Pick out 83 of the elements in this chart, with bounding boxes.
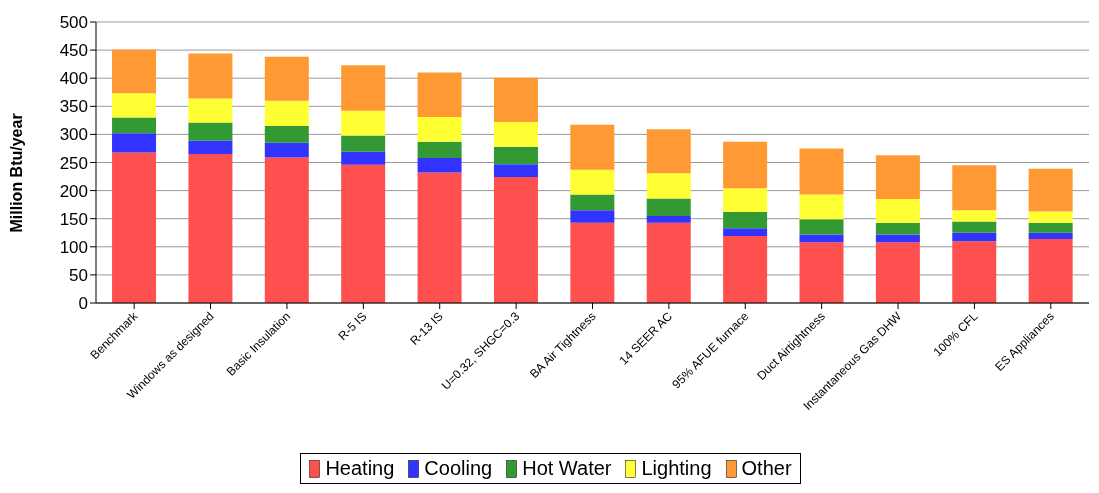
bar bbox=[188, 98, 233, 123]
bar bbox=[1028, 238, 1073, 303]
bar bbox=[188, 154, 233, 303]
bar bbox=[875, 242, 920, 303]
bar bbox=[264, 100, 309, 126]
bar bbox=[417, 72, 462, 117]
bar bbox=[723, 188, 768, 212]
bar bbox=[646, 215, 691, 223]
y-tick-label: 300 bbox=[59, 125, 88, 145]
y-tick-label: 500 bbox=[59, 13, 88, 33]
bar bbox=[493, 77, 538, 123]
bar bbox=[341, 164, 386, 303]
bar bbox=[341, 65, 386, 111]
bar bbox=[493, 146, 538, 165]
bar bbox=[188, 53, 233, 99]
bar bbox=[1028, 211, 1073, 223]
bar bbox=[1028, 168, 1073, 212]
bar bbox=[570, 222, 615, 303]
bar bbox=[417, 116, 462, 142]
bar bbox=[264, 157, 309, 303]
bar bbox=[723, 236, 768, 303]
bar bbox=[799, 194, 844, 220]
bar bbox=[646, 198, 691, 216]
bar bbox=[799, 219, 844, 235]
bar bbox=[493, 122, 538, 147]
y-tick-label: 200 bbox=[59, 181, 88, 201]
bar bbox=[341, 135, 386, 152]
bar bbox=[570, 210, 615, 223]
bar bbox=[341, 151, 386, 165]
bar bbox=[646, 222, 691, 303]
bar bbox=[1028, 232, 1073, 239]
bar bbox=[112, 93, 157, 118]
bar bbox=[264, 56, 309, 101]
bar bbox=[799, 148, 844, 195]
bar bbox=[723, 141, 768, 189]
bar bbox=[112, 133, 157, 153]
y-tick-label: 450 bbox=[59, 41, 88, 61]
y-tick-label: 50 bbox=[69, 265, 88, 285]
bar bbox=[493, 164, 538, 178]
y-tick-label: 100 bbox=[59, 237, 88, 257]
legend-label: Other bbox=[740, 457, 792, 480]
bar bbox=[417, 141, 462, 158]
bar bbox=[952, 221, 997, 233]
bar bbox=[952, 241, 997, 303]
bar bbox=[952, 165, 997, 211]
bar bbox=[112, 117, 157, 134]
bar bbox=[723, 228, 768, 237]
bar bbox=[646, 173, 691, 199]
bar bbox=[799, 234, 844, 243]
bar bbox=[723, 211, 768, 229]
legend-label: Lighting bbox=[640, 457, 712, 480]
bar bbox=[875, 155, 920, 200]
y-tick-label: 250 bbox=[59, 153, 88, 173]
bar bbox=[952, 232, 997, 242]
bar bbox=[188, 122, 233, 141]
bar bbox=[264, 125, 309, 143]
bar bbox=[875, 234, 920, 243]
bar bbox=[112, 49, 157, 94]
bar bbox=[341, 110, 386, 136]
bar bbox=[188, 140, 233, 155]
bar bbox=[417, 158, 462, 173]
bar bbox=[570, 124, 615, 170]
y-tick-label: 150 bbox=[59, 209, 88, 229]
legend-label: Hot Water bbox=[521, 457, 612, 480]
bar bbox=[417, 172, 462, 303]
y-axis-title: Million Btu/year bbox=[7, 113, 25, 233]
bar bbox=[1028, 222, 1073, 233]
bar bbox=[646, 129, 691, 174]
bar bbox=[112, 152, 157, 303]
bar bbox=[952, 210, 997, 222]
bar bbox=[570, 194, 615, 211]
bar bbox=[875, 199, 920, 223]
y-tick-label: 0 bbox=[78, 294, 88, 314]
bar bbox=[799, 242, 844, 303]
bar bbox=[570, 169, 615, 195]
x-tick-label: R-5 IS bbox=[335, 309, 370, 344]
legend-label: Heating bbox=[324, 457, 395, 480]
y-tick-label: 350 bbox=[59, 97, 88, 117]
y-tick-label: 400 bbox=[59, 69, 88, 89]
bar bbox=[264, 142, 309, 158]
legend-label: Cooling bbox=[423, 457, 493, 480]
bar bbox=[493, 177, 538, 303]
bar bbox=[875, 222, 920, 235]
